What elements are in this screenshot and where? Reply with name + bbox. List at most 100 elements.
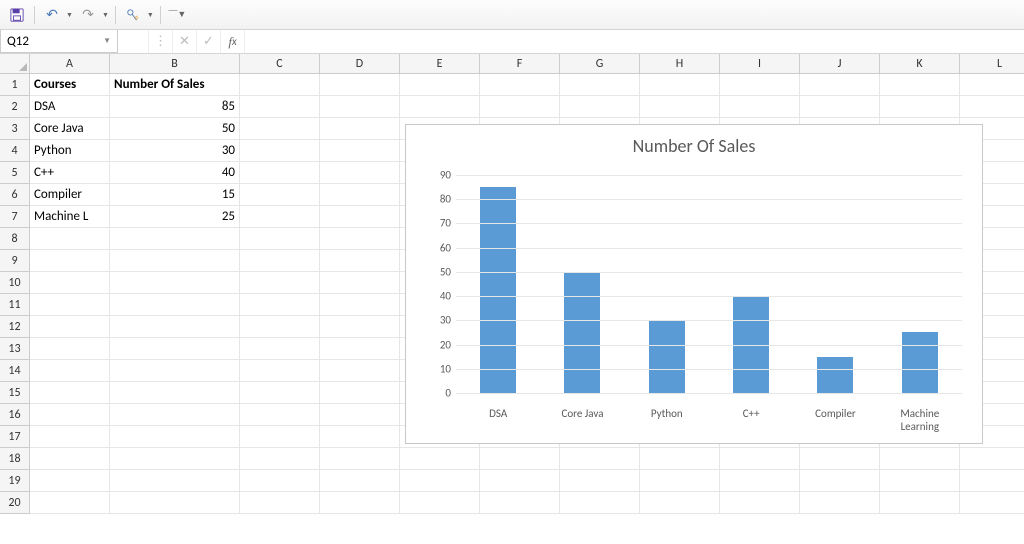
cell[interactable]: DSA xyxy=(30,96,110,118)
cell[interactable] xyxy=(240,382,320,404)
cell[interactable] xyxy=(720,492,800,514)
row-header[interactable]: 1 xyxy=(0,74,30,96)
cell[interactable] xyxy=(240,250,320,272)
row-header[interactable]: 2 xyxy=(0,96,30,118)
cell[interactable] xyxy=(320,140,400,162)
chart-bar[interactable] xyxy=(817,357,853,393)
cell[interactable] xyxy=(240,448,320,470)
cell[interactable]: 30 xyxy=(110,140,240,162)
cell[interactable] xyxy=(110,338,240,360)
column-header[interactable]: F xyxy=(480,54,560,74)
cell[interactable] xyxy=(480,492,560,514)
cell[interactable] xyxy=(640,492,720,514)
cell[interactable] xyxy=(320,338,400,360)
cell[interactable] xyxy=(30,448,110,470)
cell[interactable] xyxy=(110,382,240,404)
row-header[interactable]: 13 xyxy=(0,338,30,360)
cell[interactable]: 40 xyxy=(110,162,240,184)
row-header[interactable]: 15 xyxy=(0,382,30,404)
column-header[interactable]: L xyxy=(960,54,1024,74)
cell[interactable] xyxy=(240,316,320,338)
cell[interactable] xyxy=(960,492,1024,514)
cell[interactable]: Core Java xyxy=(30,118,110,140)
formula-options-button[interactable]: ⋮ xyxy=(148,30,172,53)
row-header[interactable]: 4 xyxy=(0,140,30,162)
cell[interactable] xyxy=(880,448,960,470)
cell[interactable] xyxy=(480,470,560,492)
cell[interactable] xyxy=(880,74,960,96)
cell[interactable]: 50 xyxy=(110,118,240,140)
cell[interactable] xyxy=(720,74,800,96)
cell[interactable] xyxy=(110,448,240,470)
cell[interactable] xyxy=(640,96,720,118)
touch-dropdown-arrow[interactable]: ▼ xyxy=(147,10,154,19)
cell[interactable] xyxy=(110,404,240,426)
cell[interactable] xyxy=(320,74,400,96)
cell[interactable] xyxy=(640,470,720,492)
undo-button[interactable]: ↶ xyxy=(41,4,63,26)
cell[interactable] xyxy=(800,74,880,96)
cell[interactable] xyxy=(800,492,880,514)
row-header[interactable]: 10 xyxy=(0,272,30,294)
column-header[interactable]: K xyxy=(880,54,960,74)
chart-bar[interactable] xyxy=(649,320,685,393)
cell[interactable] xyxy=(320,118,400,140)
name-box[interactable]: Q12 ▼ xyxy=(0,30,118,53)
formula-input[interactable] xyxy=(244,30,1024,53)
column-header[interactable]: I xyxy=(720,54,800,74)
cell[interactable] xyxy=(320,426,400,448)
cell[interactable] xyxy=(240,162,320,184)
cell[interactable] xyxy=(320,272,400,294)
cell[interactable] xyxy=(240,140,320,162)
customize-button[interactable]: ⎺▼ xyxy=(167,4,189,26)
cell[interactable] xyxy=(720,96,800,118)
chart-bar[interactable] xyxy=(902,332,938,393)
row-header[interactable]: 11 xyxy=(0,294,30,316)
cell[interactable] xyxy=(30,492,110,514)
column-header[interactable]: C xyxy=(240,54,320,74)
cell[interactable]: Machine L xyxy=(30,206,110,228)
cell[interactable]: Number Of Sales xyxy=(110,74,240,96)
cell[interactable] xyxy=(240,96,320,118)
cell[interactable] xyxy=(560,448,640,470)
cell[interactable] xyxy=(560,74,640,96)
cell[interactable] xyxy=(960,448,1024,470)
cell[interactable] xyxy=(960,470,1024,492)
cell[interactable] xyxy=(320,250,400,272)
cell[interactable] xyxy=(110,294,240,316)
cell[interactable] xyxy=(480,96,560,118)
cell[interactable] xyxy=(800,448,880,470)
cell[interactable] xyxy=(110,316,240,338)
cell[interactable] xyxy=(30,316,110,338)
cell[interactable] xyxy=(560,470,640,492)
row-header[interactable]: 17 xyxy=(0,426,30,448)
cell[interactable] xyxy=(240,118,320,140)
cell[interactable] xyxy=(30,360,110,382)
cell[interactable] xyxy=(880,470,960,492)
cell[interactable] xyxy=(400,470,480,492)
column-header[interactable]: E xyxy=(400,54,480,74)
cell[interactable] xyxy=(240,228,320,250)
cell[interactable]: Python xyxy=(30,140,110,162)
cell[interactable] xyxy=(720,470,800,492)
save-button[interactable] xyxy=(6,4,28,26)
cell[interactable] xyxy=(240,74,320,96)
cell[interactable] xyxy=(800,96,880,118)
cell[interactable]: C++ xyxy=(30,162,110,184)
row-header[interactable]: 5 xyxy=(0,162,30,184)
cell[interactable] xyxy=(240,184,320,206)
row-header[interactable]: 7 xyxy=(0,206,30,228)
cell[interactable] xyxy=(110,272,240,294)
cell[interactable] xyxy=(110,492,240,514)
column-header[interactable]: G xyxy=(560,54,640,74)
cell[interactable] xyxy=(960,74,1024,96)
row-header[interactable]: 9 xyxy=(0,250,30,272)
redo-button[interactable]: ↷ xyxy=(77,4,99,26)
cell[interactable] xyxy=(240,272,320,294)
cancel-button[interactable]: ✕ xyxy=(172,30,196,53)
cell[interactable] xyxy=(320,294,400,316)
column-header[interactable]: D xyxy=(320,54,400,74)
cell[interactable] xyxy=(240,294,320,316)
cell[interactable] xyxy=(110,250,240,272)
column-header[interactable]: J xyxy=(800,54,880,74)
